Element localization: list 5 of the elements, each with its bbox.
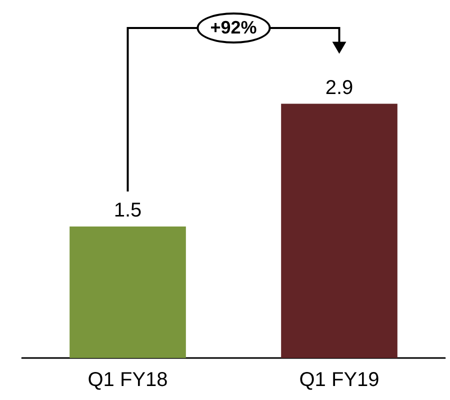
data-label: 2.9 — [325, 76, 354, 99]
x-tick-label: Q1 FY19 — [299, 369, 380, 391]
text: +92% — [196, 12, 271, 44]
data-label: 1.5 — [114, 200, 142, 222]
x-tick-label: Q1 FY18 — [88, 369, 168, 391]
